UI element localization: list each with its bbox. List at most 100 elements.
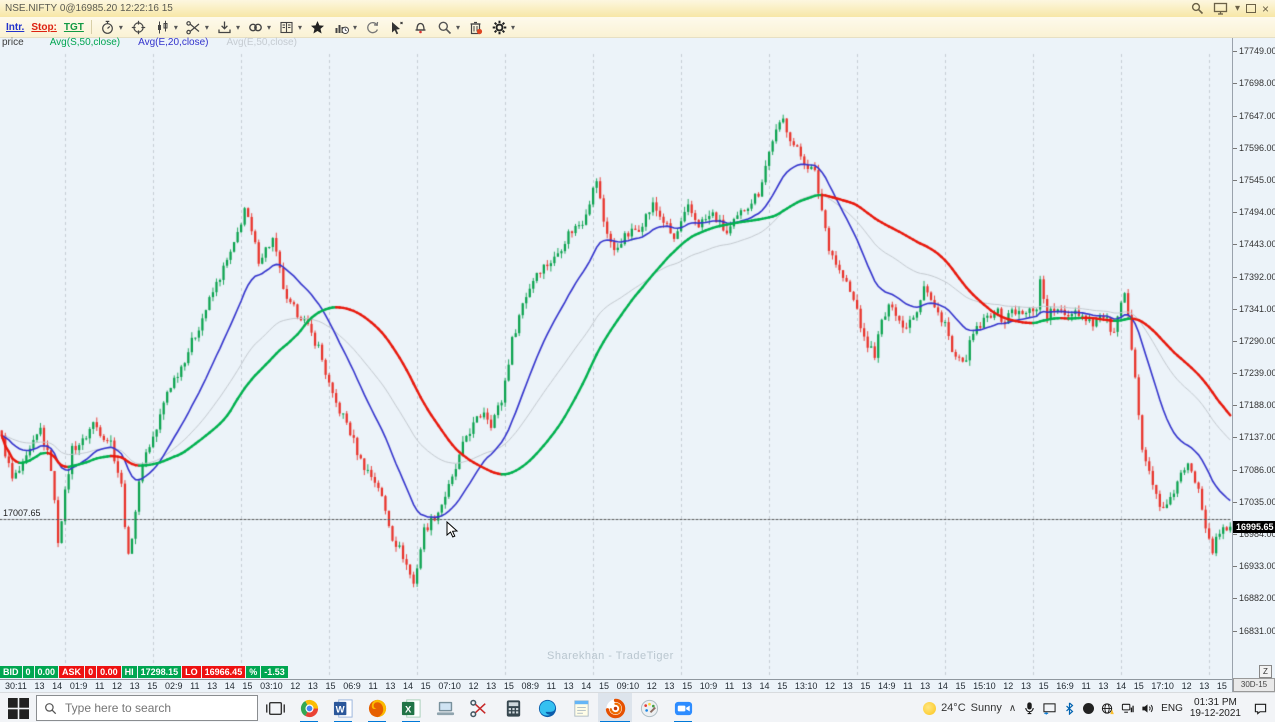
microphone-icon[interactable] [1023, 701, 1036, 715]
x-axis-label: 11 [546, 681, 556, 691]
svg-text:W: W [335, 704, 344, 715]
star-icon[interactable] [309, 19, 326, 36]
speaker-icon[interactable] [1141, 702, 1154, 715]
taskbar-word[interactable]: W [326, 693, 360, 722]
settings-icon[interactable] [491, 19, 508, 36]
taskbar-calculator[interactable] [496, 693, 530, 722]
y-axis-tickmark [1233, 437, 1237, 439]
restore-icon[interactable] [1245, 4, 1256, 13]
x-axis-label: 15 [1216, 681, 1227, 691]
bell-icon[interactable] [412, 19, 429, 36]
language-indicator[interactable]: ENG [1161, 702, 1183, 714]
quote-cell: 17298.15 [137, 666, 182, 678]
x-axis-label: 14:9 [878, 681, 896, 691]
search-icon[interactable] [436, 19, 453, 36]
y-axis-tick: 17545.00 [1239, 174, 1275, 185]
action-center-icon[interactable] [1254, 702, 1267, 715]
window-title: NSE.NIFTY 0@16985.20 12:22:16 15 [5, 3, 173, 14]
stoploss-button[interactable]: Stop: [31, 21, 57, 33]
tray-expand-icon[interactable]: ∧ [1008, 702, 1017, 714]
import-dropdown[interactable]: ▾ [235, 22, 240, 32]
taskbar-snipping-tool[interactable] [462, 693, 496, 722]
taskbar-zoom[interactable] [666, 693, 700, 722]
crosshair-icon[interactable] [130, 19, 147, 36]
weather-widget[interactable]: 24°C Sunny [923, 701, 1002, 715]
x-axis-label: 15 [1133, 681, 1144, 691]
taskbar-search[interactable] [36, 695, 258, 721]
search-dropdown[interactable]: ▾ [456, 22, 461, 32]
taskbar-firefox[interactable] [360, 693, 394, 722]
x-axis-label: 14 [52, 681, 63, 691]
chart-clock-dropdown[interactable]: ▾ [352, 22, 357, 32]
legend-ema50[interactable]: Avg(E,50,close) [226, 37, 297, 48]
x-axis-label: 06:9 [343, 681, 361, 691]
taskbar-tradetiger[interactable] [598, 693, 632, 722]
chart-clock-icon[interactable] [333, 19, 350, 36]
find-window-icon[interactable] [1189, 0, 1206, 17]
candlestick-dropdown[interactable]: ▾ [173, 22, 178, 32]
main-toolbar: Intr. Stop: TGT ▾ ▾ ▾ ▾ ▾ ▾ ▾ ▾ ▾ [0, 17, 1275, 38]
task-view-button[interactable] [258, 693, 292, 722]
search-input[interactable] [63, 700, 227, 716]
taskbar-chrome[interactable] [292, 693, 326, 722]
close-icon[interactable]: × [1261, 1, 1269, 16]
bluetooth-icon[interactable] [1063, 701, 1076, 715]
zoom-button[interactable]: Z [1259, 665, 1272, 678]
monitor-icon[interactable] [1212, 0, 1229, 17]
x-axis-label: 12 [1181, 681, 1192, 691]
cast-screen-icon[interactable] [1043, 702, 1056, 715]
legend-ema20[interactable]: Avg(E,20,close) [138, 37, 209, 48]
link-icon[interactable] [247, 19, 264, 36]
quote-cell: ASK [59, 666, 85, 678]
system-tray: 24°C Sunny ∧ ENG [923, 697, 1275, 720]
legend-sma50[interactable]: Avg(S,50,close) [49, 37, 121, 48]
taskbar-edge[interactable] [530, 693, 564, 722]
title-bar: NSE.NIFTY 0@16985.20 12:22:16 15 ▾ × [0, 0, 1275, 18]
tray-app-icon[interactable] [1083, 702, 1095, 714]
stopwatch-icon[interactable] [99, 19, 116, 36]
sync-icon[interactable] [364, 19, 381, 36]
scissors-dropdown[interactable]: ▾ [204, 22, 209, 32]
chevron-down-icon[interactable]: ▾ [1234, 2, 1240, 14]
target-button[interactable]: TGT [63, 21, 84, 33]
x-axis-label: 13 [129, 681, 140, 691]
ethernet-icon[interactable] [1121, 702, 1134, 715]
quote-cell: -1.53 [261, 666, 288, 678]
x-axis-label: 14 [403, 681, 414, 691]
clock-widget[interactable]: 01:31 PM 19-12-2021 [1190, 697, 1241, 720]
x-axis-label: 15 [1038, 681, 1049, 691]
y-axis-tickmark [1233, 469, 1237, 471]
x-axis-label: 13 [34, 681, 45, 691]
scissors-icon[interactable] [185, 19, 202, 36]
y-axis-tickmark [1233, 83, 1237, 85]
x-axis-label: 13 [563, 681, 574, 691]
y-axis-tickmark [1233, 276, 1237, 278]
settings-dropdown[interactable]: ▾ [511, 22, 516, 32]
book-icon[interactable] [278, 19, 295, 36]
candlestick-icon[interactable] [154, 19, 171, 36]
taskbar-excel[interactable]: X [394, 693, 428, 722]
legend-price[interactable]: price [2, 37, 24, 48]
range-badge[interactable]: 30D-15 [1233, 678, 1275, 692]
import-icon[interactable] [216, 19, 233, 36]
x-axis-label: 12 [290, 681, 301, 691]
book-dropdown[interactable]: ▾ [297, 22, 302, 32]
x-axis-label: 13 [1199, 681, 1210, 691]
stopwatch-dropdown[interactable]: ▾ [118, 22, 123, 32]
taskbar-laptop[interactable] [428, 693, 462, 722]
taskbar-notes[interactable] [564, 693, 598, 722]
x-axis-label: 03:10 [260, 681, 283, 691]
weather-temp: 24°C [941, 702, 966, 714]
link-dropdown[interactable]: ▾ [266, 22, 271, 32]
start-button[interactable] [0, 693, 36, 722]
y-axis-tick: 17596.00 [1239, 142, 1275, 153]
pointer-icon[interactable] [388, 19, 405, 36]
price-chart[interactable] [0, 48, 1232, 678]
delete-icon[interactable] [467, 19, 484, 36]
x-axis-label: 13:10 [794, 681, 818, 691]
intraday-button[interactable]: Intr. [6, 21, 25, 33]
taskbar-paint[interactable] [632, 693, 666, 722]
network-warning-icon[interactable] [1101, 702, 1114, 715]
y-axis-tick: 17749.00 [1239, 46, 1275, 57]
